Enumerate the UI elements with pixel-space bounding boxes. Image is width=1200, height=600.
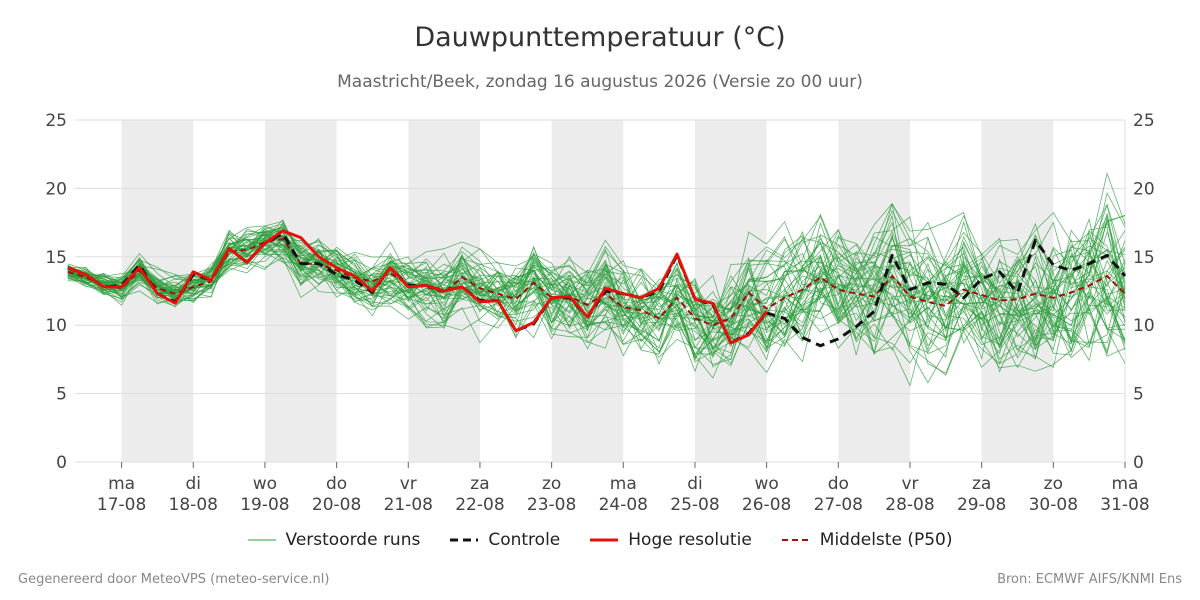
ensemble-member-44 xyxy=(67,217,1126,354)
legend-label-control: Controle xyxy=(488,530,561,550)
ensemble-member-48 xyxy=(67,220,1126,364)
ytick-right-0: 0 xyxy=(1133,453,1144,473)
legend-swatch-control xyxy=(450,538,479,542)
xtick-date-26-08: 26-08 xyxy=(742,495,791,515)
ytick-left-10: 10 xyxy=(45,316,67,336)
legend-label-median: Middelste (P50) xyxy=(819,530,953,550)
xtick-weekday-23-08: zo xyxy=(542,474,561,494)
shaded-band-1 xyxy=(264,120,337,462)
xtick-date-24-08: 24-08 xyxy=(599,495,648,515)
legend-item-highres[interactable]: Hoge resolutie xyxy=(590,530,752,550)
ytick-right-20: 20 xyxy=(1133,179,1155,199)
ensemble-member-37 xyxy=(67,203,1126,373)
xtick-weekday-19-08: wo xyxy=(253,474,277,494)
ensemble-member-6 xyxy=(67,202,1126,357)
xtick-date-28-08: 28-08 xyxy=(885,495,934,515)
footer-generator: Gegenereerd door MeteoVPS (meteo-service… xyxy=(18,572,330,587)
ensemble-member-8 xyxy=(67,228,1126,350)
ensemble-member-41 xyxy=(67,233,1126,358)
ytick-right-25: 25 xyxy=(1133,111,1155,131)
xtick-weekday-17-08: ma xyxy=(108,474,135,494)
xtick-weekday-18-08: di xyxy=(186,474,202,494)
xtick-weekday-20-08: do xyxy=(326,474,347,494)
legend: Verstoorde runs Controle Hoge resolutie … xyxy=(0,530,1200,550)
xtick-date-23-08: 23-08 xyxy=(527,495,576,515)
main-series xyxy=(67,229,1127,348)
legend-item-median[interactable]: Middelste (P50) xyxy=(781,530,953,550)
legend-item-control[interactable]: Controle xyxy=(450,530,560,550)
xtick-date-22-08: 22-08 xyxy=(455,495,504,515)
ytick-left-20: 20 xyxy=(45,179,67,199)
legend-swatch-highres xyxy=(590,538,619,542)
highres-line xyxy=(67,229,768,345)
chart-subtitle: Maastricht/Beek, zondag 16 augustus 2026… xyxy=(337,72,863,92)
ytick-right-10: 10 xyxy=(1133,316,1155,336)
xtick-weekday-21-08: vr xyxy=(400,474,417,494)
xtick-weekday-28-08: vr xyxy=(901,474,918,494)
xtick-date-27-08: 27-08 xyxy=(814,495,863,515)
legend-label-highres: Hoge resolutie xyxy=(628,530,752,550)
ensemble-member-34 xyxy=(67,214,1126,373)
xtick-weekday-22-08: za xyxy=(470,474,489,494)
xtick-date-30-08: 30-08 xyxy=(1029,495,1078,515)
footer-source: Bron: ECMWF AIFS/KNMI Ens xyxy=(997,572,1182,587)
chart-title: Dauwpunttemperatuur (°C) xyxy=(414,22,786,53)
xtick-date-19-08: 19-08 xyxy=(240,495,289,515)
xtick-weekday-24-08: ma xyxy=(610,474,637,494)
xtick-weekday-25-08: di xyxy=(687,474,703,494)
shaded-band-4 xyxy=(694,120,767,462)
ytick-right-15: 15 xyxy=(1133,248,1155,268)
xtick-weekday-31-08: ma xyxy=(1112,474,1139,494)
xtick-date-29-08: 29-08 xyxy=(957,495,1006,515)
ensemble-member-29 xyxy=(67,203,1126,374)
legend-item-ensemble[interactable]: Verstoorde runs xyxy=(247,530,421,550)
ytick-left-0: 0 xyxy=(56,453,67,473)
xtick-date-17-08: 17-08 xyxy=(97,495,146,515)
median-line xyxy=(67,238,1126,327)
ytick-right-5: 5 xyxy=(1133,385,1144,405)
xtick-date-21-08: 21-08 xyxy=(384,495,433,515)
grid-lines xyxy=(75,119,1126,463)
xtick-weekday-26-08: wo xyxy=(754,474,778,494)
xtick-weekday-29-08: za xyxy=(972,474,991,494)
xtick-date-18-08: 18-08 xyxy=(169,495,218,515)
legend-swatch-median xyxy=(781,539,810,541)
ytick-left-5: 5 xyxy=(56,385,67,405)
ytick-left-15: 15 xyxy=(45,248,67,268)
xtick-weekday-30-08: zo xyxy=(1044,474,1063,494)
legend-label-ensemble: Verstoorde runs xyxy=(285,530,421,550)
xtick-weekday-27-08: do xyxy=(828,474,849,494)
xtick-date-20-08: 20-08 xyxy=(312,495,361,515)
ytick-left-25: 25 xyxy=(45,111,67,131)
ensemble-member-45 xyxy=(67,209,1126,353)
xtick-date-25-08: 25-08 xyxy=(670,495,719,515)
ensemble-member-49 xyxy=(67,221,1126,345)
xtick-date-31-08: 31-08 xyxy=(1100,495,1149,515)
legend-swatch-ensemble xyxy=(247,539,276,541)
